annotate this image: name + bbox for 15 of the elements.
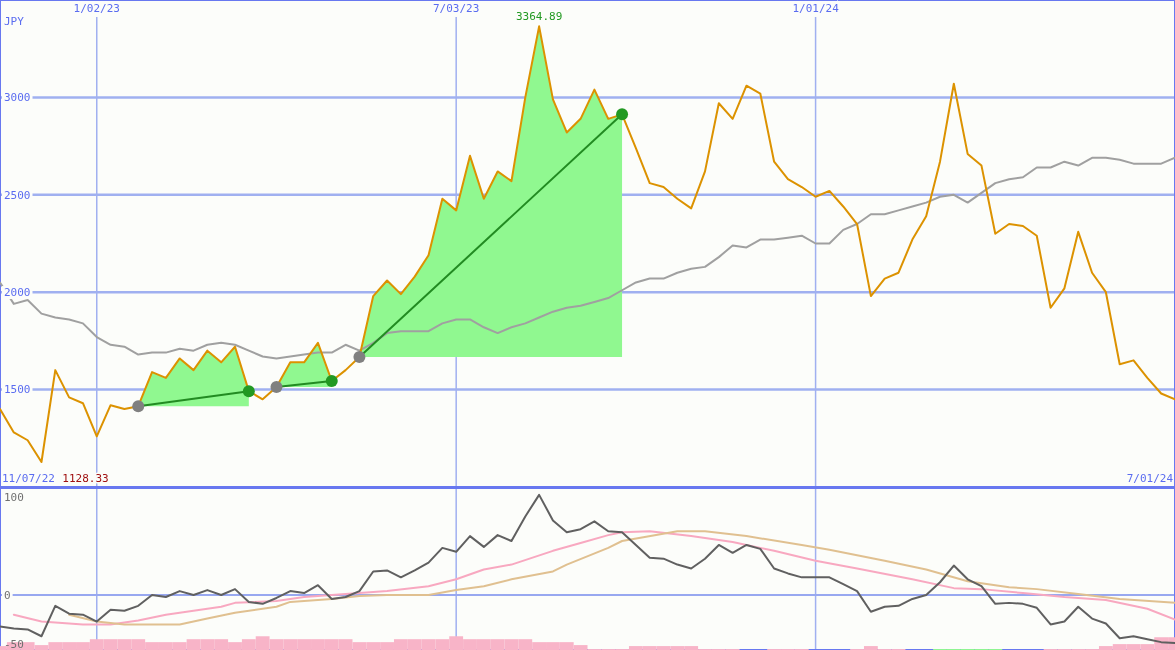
annotation: 1128.33: [62, 472, 109, 485]
y-tick-label: 2500: [4, 188, 31, 202]
y-tick-label: 100: [4, 490, 24, 504]
x-tick-label: 1/01/24: [792, 2, 840, 15]
y-tick-label: 0: [4, 588, 11, 602]
annotation: 3364.89: [515, 10, 563, 24]
x-tick-label: 7/03/23: [433, 2, 480, 15]
y-tick-label: 1500: [4, 383, 31, 397]
y-tick-label: 3000: [4, 91, 31, 105]
y-tick-label: 2000: [4, 286, 31, 300]
y-axis-title: JPY: [4, 15, 25, 28]
x-tick-label: 1/02/23: [73, 2, 120, 15]
y-tick-label: -50: [4, 637, 24, 650]
annotation: 7/01/24: [1126, 472, 1174, 485]
annotation: 11/07/22: [2, 472, 55, 485]
